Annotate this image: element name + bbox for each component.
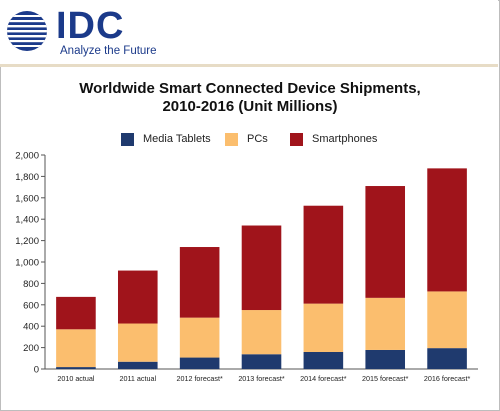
bar-segment-smartphones	[56, 296, 96, 330]
x-tick-label: 2011 actual	[119, 374, 156, 383]
y-tick-label: 1,200	[15, 236, 39, 247]
x-tick-label: 2013 forecast*	[238, 374, 285, 383]
y-tick-label: 1,400	[15, 215, 39, 226]
bar-segment-media-tablets	[117, 361, 158, 369]
bar-segment-media-tablets	[241, 354, 282, 369]
chart-legend: Media Tablets PCs Smartphones	[0, 132, 500, 148]
chart-subtitle: 2010-2016 (Unit Millions)	[162, 98, 338, 115]
legend-label-pcs: PCs	[247, 133, 268, 145]
chart-title: Worldwide Smart Connected Device Shipmen…	[79, 80, 421, 97]
y-tick-label: 200	[23, 343, 39, 354]
bar-segment-pcs	[303, 303, 344, 352]
legend-swatch-media-tablets	[121, 133, 134, 146]
y-tick-label: 600	[23, 300, 39, 311]
bar-segment-smartphones	[117, 270, 158, 324]
bar-segment-pcs	[117, 323, 158, 362]
bar-segment-smartphones	[303, 205, 344, 304]
header-divider	[0, 64, 498, 67]
y-tick-label: 0	[34, 365, 39, 376]
x-tick-label: 2014 forecast*	[300, 374, 347, 383]
bar-segment-smartphones	[427, 168, 467, 292]
bar-segment-pcs	[179, 317, 220, 358]
legend-label-media-tablets: Media Tablets	[143, 133, 211, 145]
bar-segment-pcs	[56, 329, 96, 368]
legend-label-smartphones: Smartphones	[312, 133, 378, 145]
x-tick-label: 2016 forecast*	[424, 374, 471, 383]
y-tick-label: 2,000	[15, 151, 39, 162]
bar-segment-smartphones	[365, 186, 406, 298]
idc-logo-text: IDC	[56, 5, 125, 47]
bar-segment-pcs	[365, 297, 406, 350]
legend-swatch-pcs	[225, 133, 238, 146]
bar-segment-media-tablets	[56, 367, 96, 369]
x-tick-label: 2012 forecast*	[176, 374, 223, 383]
y-tick-label: 400	[23, 322, 39, 333]
bar-segment-pcs	[427, 291, 467, 349]
legend-swatch-smartphones	[290, 133, 303, 146]
bar-segment-media-tablets	[427, 348, 467, 369]
y-tick-label: 800	[23, 279, 39, 290]
x-tick-label: 2015 forecast*	[362, 374, 409, 383]
bar-segment-media-tablets	[179, 357, 220, 369]
y-tick-label: 1,600	[15, 193, 39, 204]
brand-header: IDC Analyze the Future	[0, 0, 498, 64]
bar-segment-pcs	[241, 310, 282, 355]
y-tick-label: 1,000	[15, 258, 39, 269]
bar-segment-smartphones	[179, 247, 220, 318]
x-tick-label: 2010 actual	[57, 374, 95, 383]
y-tick-label: 1,800	[15, 172, 39, 183]
idc-tagline: Analyze the Future	[60, 45, 157, 57]
bar-segment-smartphones	[241, 225, 282, 311]
bar-segment-media-tablets	[365, 349, 406, 369]
globe-icon	[7, 11, 47, 51]
bar-segment-media-tablets	[303, 351, 344, 369]
